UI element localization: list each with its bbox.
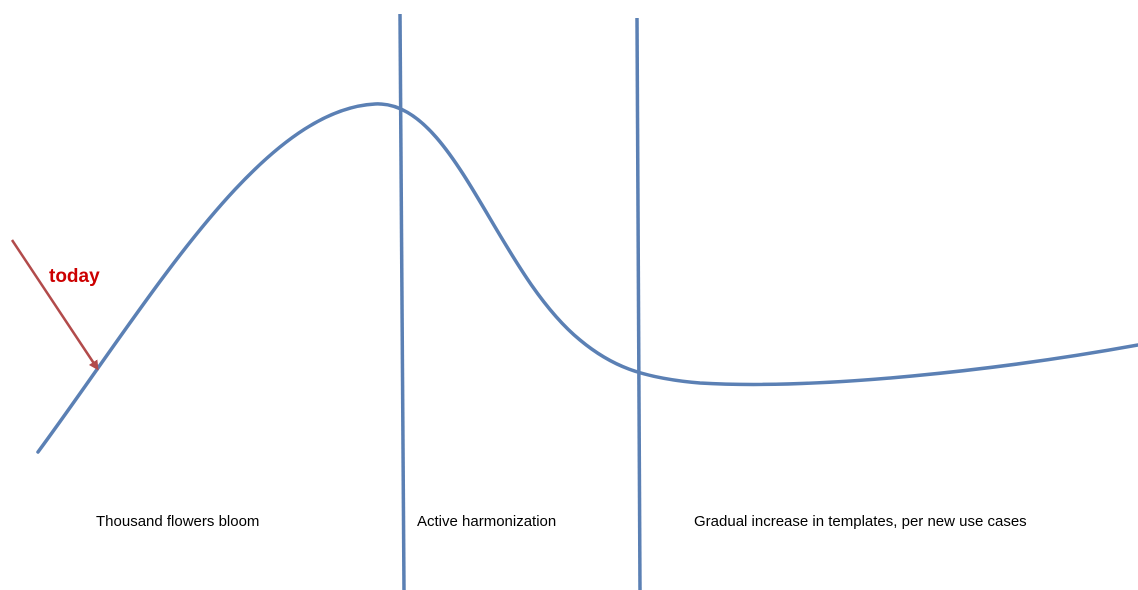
phase-label-bloom: Thousand flowers bloom (96, 513, 259, 530)
phase-label-harmonization: Active harmonization (417, 513, 556, 530)
phase-divider-1 (398, 13, 406, 590)
trend-curve (36, 102, 1138, 454)
today-label: today (49, 266, 100, 287)
phase-divider-2 (635, 17, 642, 590)
phase-label-gradual-increase: Gradual increase in templates, per new u… (694, 513, 1027, 530)
today-arrow (10, 239, 99, 371)
